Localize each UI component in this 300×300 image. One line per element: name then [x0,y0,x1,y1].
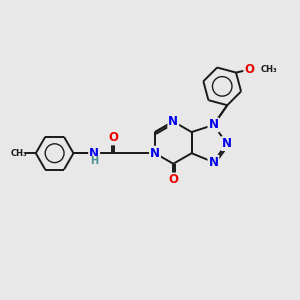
Text: N: N [208,118,218,131]
Text: N: N [150,147,160,160]
Text: O: O [109,131,119,144]
Text: N: N [168,115,178,128]
Text: O: O [168,173,178,187]
Text: N: N [222,137,232,150]
Text: CH₃: CH₃ [11,149,27,158]
Text: CH₃: CH₃ [260,65,277,74]
Text: N: N [208,156,218,169]
Text: O: O [244,63,254,76]
Text: N: N [89,147,99,160]
Text: H: H [90,156,98,167]
